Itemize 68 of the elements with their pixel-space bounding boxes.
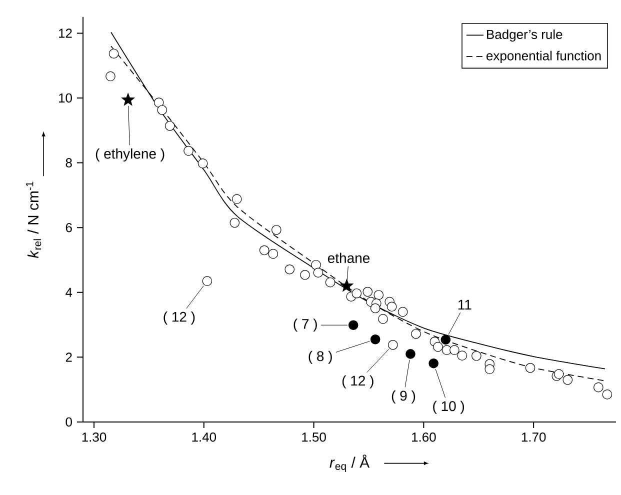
x-axis-title: r$_{eq}$ / Å <box>330 454 370 472</box>
point <box>352 288 362 298</box>
point <box>440 334 451 345</box>
x-tick-label: 1.60 <box>412 432 436 442</box>
annotation: ethane <box>328 252 370 264</box>
annotation: 11 <box>458 300 472 310</box>
point <box>313 268 324 278</box>
annotation: ( 8 ) <box>308 350 332 364</box>
point <box>398 306 408 317</box>
point <box>362 286 373 297</box>
x-tick-label: 1.50 <box>302 432 326 442</box>
point <box>472 350 482 361</box>
point <box>594 382 604 392</box>
point <box>411 328 421 339</box>
point <box>374 290 384 300</box>
legend-label: Badger’s rule <box>487 29 562 42</box>
point <box>106 71 116 82</box>
x-tick-label: 1.40 <box>192 432 216 442</box>
y-axis-title: k$_{rel}$ / N cm$^{-1}$ <box>26 182 42 258</box>
point <box>525 362 536 373</box>
point <box>562 374 573 385</box>
point <box>300 270 310 280</box>
y-tick-label: 2 <box>66 352 72 362</box>
annotation: ( 9 ) <box>392 390 416 404</box>
point <box>406 349 416 359</box>
point <box>108 48 119 59</box>
point <box>457 350 468 360</box>
point <box>232 194 242 204</box>
annotation: ( 12 ) <box>164 312 195 325</box>
y-tick-label: 4 <box>66 288 72 297</box>
annotation: ( 7 ) <box>294 318 317 332</box>
annotation: ( 12 ) <box>342 375 374 388</box>
point <box>348 320 358 330</box>
point <box>370 303 380 314</box>
annotation: ( 10 ) <box>433 400 464 414</box>
point <box>386 302 397 312</box>
point <box>184 146 194 156</box>
point <box>122 93 135 106</box>
point <box>428 358 438 368</box>
point <box>340 279 354 292</box>
point <box>484 364 495 374</box>
point <box>433 342 443 352</box>
legend-label: exponential function <box>486 50 601 63</box>
point <box>388 340 398 350</box>
point <box>284 264 295 274</box>
point <box>602 390 612 400</box>
y-tick-label: 8 <box>66 158 72 168</box>
point <box>198 158 208 168</box>
annotation: ( ethylene ) <box>96 148 164 162</box>
point <box>259 245 270 256</box>
x-tick-label: 1.70 <box>522 432 546 442</box>
y-tick-label: 10 <box>59 93 72 103</box>
point <box>154 98 164 108</box>
point <box>311 260 321 270</box>
point <box>370 334 380 344</box>
point <box>378 314 388 324</box>
x-tick-label: 1.30 <box>82 432 106 442</box>
point <box>450 345 460 355</box>
y-tick-label: 6 <box>66 222 72 232</box>
point <box>164 120 175 131</box>
point <box>272 224 282 235</box>
point <box>325 277 336 288</box>
point <box>157 105 168 115</box>
point <box>202 276 212 286</box>
y-tick-label: 0 <box>66 417 72 427</box>
point <box>268 248 278 259</box>
point <box>230 218 240 228</box>
y-tick-label: 12 <box>59 28 72 38</box>
